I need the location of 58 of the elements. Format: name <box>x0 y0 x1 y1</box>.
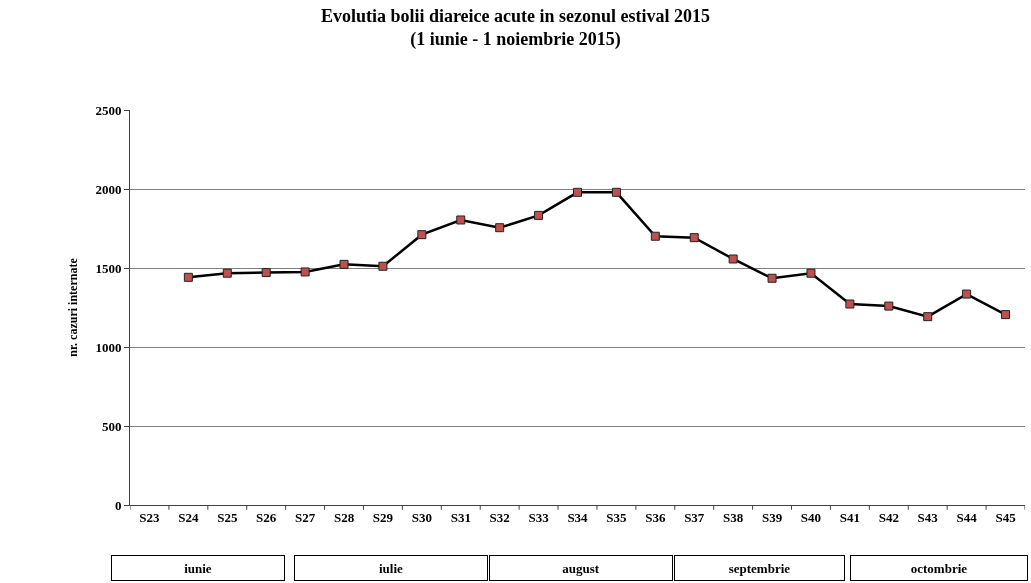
x-tick-label: S33 <box>528 509 550 525</box>
text: octombrie <box>910 560 968 576</box>
point <box>378 261 388 271</box>
x-tick-label: S24 <box>178 509 199 525</box>
x-tick-label: S36 <box>645 509 666 525</box>
y-axis-title: nr. cazuri internate <box>65 257 80 357</box>
point <box>767 273 777 283</box>
x-tick-label: S29 <box>372 509 394 525</box>
text: iulie <box>378 560 404 576</box>
point <box>884 301 894 311</box>
x-tick-label: S27 <box>294 509 316 525</box>
chart-title: Evolutia bolii diareice acute in sezonul estival 2015 (1 iunie - 1 noiembrie 2015) <box>320 5 711 50</box>
point <box>183 272 193 282</box>
point <box>261 268 271 278</box>
x-tick-label: S38 <box>723 509 744 525</box>
y-tick-label: 2000 <box>95 181 122 197</box>
x-tick-label: S32 <box>489 509 510 525</box>
point <box>339 259 349 269</box>
x-tick-label: S34 <box>567 509 589 525</box>
x-tick-label: S30 <box>411 509 432 525</box>
point <box>495 223 505 233</box>
x-tick-label: S23 <box>139 509 161 525</box>
x-tick-label: S31 <box>450 509 471 525</box>
y-tick-label: 2500 <box>95 102 122 118</box>
point <box>1001 310 1011 320</box>
y-tick-label: 500 <box>101 418 122 434</box>
y-tick-label: 0 <box>114 497 122 513</box>
text: iunie <box>184 560 212 576</box>
x-tick-label: S43 <box>917 509 939 525</box>
x-tick-label: S42 <box>878 509 899 525</box>
text: septembrie <box>728 560 791 576</box>
point <box>417 230 427 240</box>
point <box>650 231 660 241</box>
x-tick-label: S35 <box>606 509 628 525</box>
point <box>689 233 699 243</box>
x-tick-label: S45 <box>995 509 1017 525</box>
x-tick-label: S26 <box>256 509 277 525</box>
point <box>845 299 855 309</box>
point <box>300 267 310 277</box>
point <box>728 254 738 264</box>
x-tick-label: S28 <box>333 509 355 525</box>
text: august <box>562 560 600 576</box>
x-tick-label: S44 <box>956 509 978 525</box>
y-tick-label: 1000 <box>95 339 122 355</box>
x-tick-label: S40 <box>800 509 822 525</box>
point <box>923 312 933 322</box>
point <box>456 215 466 225</box>
x-tick-label: S39 <box>761 509 783 525</box>
y-tick-label: 1500 <box>95 260 122 276</box>
x-tick-label: S41 <box>839 509 861 525</box>
point <box>806 268 816 278</box>
point <box>534 210 544 220</box>
point <box>222 268 232 278</box>
point <box>573 187 582 197</box>
point <box>611 187 621 197</box>
x-tick-label: S25 <box>217 509 238 525</box>
x-tick-label: S37 <box>684 509 705 525</box>
point <box>962 289 972 299</box>
